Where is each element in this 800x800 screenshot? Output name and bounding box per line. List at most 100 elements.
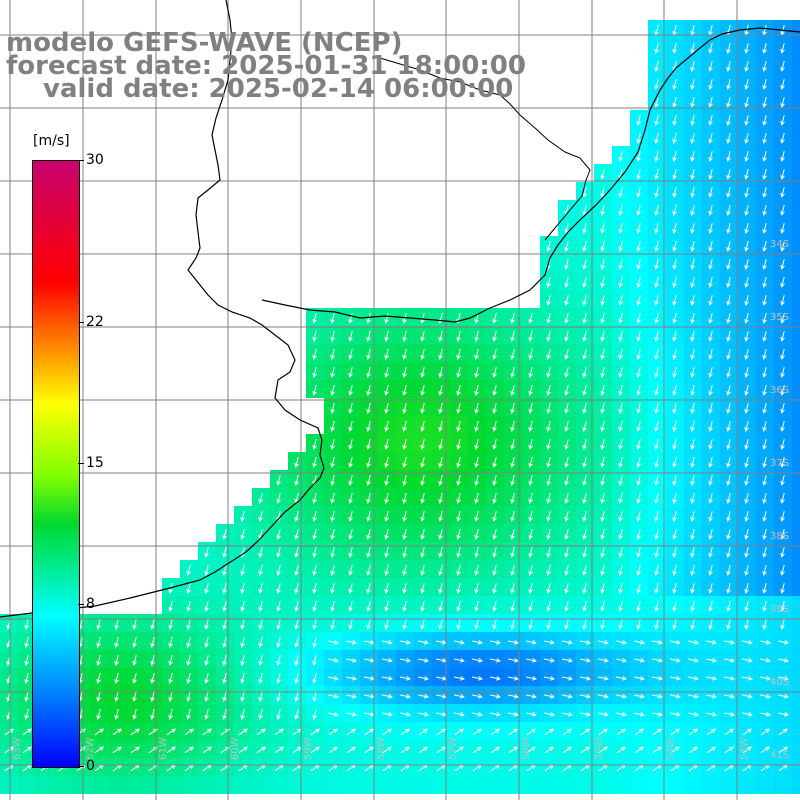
wind-vector	[276, 709, 281, 720]
wind-speed-cell	[108, 722, 126, 740]
wind-vector	[654, 277, 659, 288]
wind-vector	[780, 43, 785, 54]
wind-vector	[204, 583, 209, 594]
wind-vector	[708, 367, 713, 378]
wind-vector	[312, 655, 317, 666]
wind-vector	[312, 601, 317, 612]
wind-vector	[744, 529, 749, 540]
wind-speed-cell	[684, 776, 702, 794]
wind-vector	[762, 259, 767, 270]
wind-speed-cell	[666, 686, 684, 704]
wind-vector	[528, 331, 533, 342]
wind-vector	[546, 385, 551, 396]
wind-vector	[240, 655, 245, 666]
wind-vector	[708, 241, 713, 252]
wind-vector	[600, 277, 605, 288]
wind-vector	[636, 349, 641, 360]
wind-vector	[744, 313, 749, 324]
wind-vector	[238, 746, 248, 754]
wind-vector	[348, 475, 353, 486]
wind-vector	[616, 712, 627, 717]
wind-speed-cell	[306, 740, 324, 758]
wind-vector	[636, 457, 641, 468]
wind-vector	[438, 331, 443, 342]
wind-vector	[546, 619, 551, 630]
wind-vector	[346, 676, 357, 681]
wind-vector	[634, 658, 645, 663]
wind-vector	[96, 637, 101, 648]
wind-vector	[726, 367, 731, 378]
wind-speed-cell	[792, 650, 800, 668]
wind-vector	[690, 277, 695, 288]
wind-vector	[366, 295, 371, 306]
wind-vector	[330, 565, 335, 576]
wind-vector	[150, 709, 155, 720]
wind-vector	[726, 475, 731, 486]
wind-vector	[222, 619, 227, 630]
wind-vector	[94, 728, 104, 736]
longitude-label: 60W	[230, 737, 241, 760]
wind-vector	[582, 277, 587, 288]
wind-speed-cell	[594, 650, 612, 668]
wind-vector	[636, 151, 641, 162]
wind-speed-cell	[0, 722, 18, 740]
wind-speed-cell	[90, 722, 108, 740]
wind-vector	[330, 349, 335, 360]
wind-speed-cell	[630, 650, 648, 668]
wind-vector	[528, 295, 533, 306]
wind-speed-cell	[648, 758, 666, 776]
wind-vector	[24, 619, 29, 630]
wind-vector	[672, 151, 677, 162]
wind-vector	[330, 493, 335, 504]
wind-vector	[490, 694, 501, 699]
wind-vector	[690, 385, 695, 396]
wind-vector	[636, 493, 641, 504]
wind-vector	[618, 403, 623, 414]
wind-vector	[364, 728, 374, 736]
wind-vector	[528, 619, 533, 630]
wind-vector	[726, 313, 731, 324]
wind-speed-cell	[558, 668, 576, 686]
wind-vector	[708, 457, 713, 468]
longitude-label: 55W	[594, 737, 605, 760]
wind-speed-cell	[792, 326, 800, 344]
wind-vector	[708, 349, 713, 360]
colorbar-tick-mark	[78, 604, 84, 606]
wind-vector	[690, 187, 695, 198]
wind-vector	[762, 295, 767, 306]
wind-vector	[96, 709, 101, 720]
wind-vector	[348, 601, 353, 612]
wind-speed-cell	[774, 686, 792, 704]
wind-vector	[456, 493, 461, 504]
wind-vector	[744, 79, 749, 90]
wind-speed-cell	[342, 686, 360, 704]
wind-speed-cell	[738, 704, 756, 722]
wind-speed-cell	[792, 92, 800, 110]
wind-vector	[546, 493, 551, 504]
wind-vector	[724, 640, 735, 645]
wind-vector	[564, 529, 569, 540]
wind-vector	[744, 349, 749, 360]
wind-vector	[690, 331, 695, 342]
wind-vector	[510, 421, 515, 432]
wind-vector	[690, 115, 695, 126]
wind-vector	[312, 583, 317, 594]
wind-speed-cell	[378, 740, 396, 758]
wind-vector	[708, 583, 713, 594]
wind-vector	[706, 694, 717, 699]
wind-vector	[600, 547, 605, 558]
wind-speed-cell	[396, 686, 414, 704]
wind-vector	[672, 223, 677, 234]
wind-vector	[690, 169, 695, 180]
wind-speed-cell	[576, 740, 594, 758]
wind-vector	[564, 403, 569, 414]
wind-vector	[652, 658, 663, 663]
wind-speed-cell	[360, 632, 378, 650]
wind-speed-cell	[630, 704, 648, 722]
wind-vector	[420, 511, 425, 522]
wind-vector	[276, 637, 281, 648]
wind-speed-cell	[612, 686, 630, 704]
wind-vector	[582, 421, 587, 432]
wind-vector	[112, 728, 122, 736]
wind-vector	[744, 97, 749, 108]
